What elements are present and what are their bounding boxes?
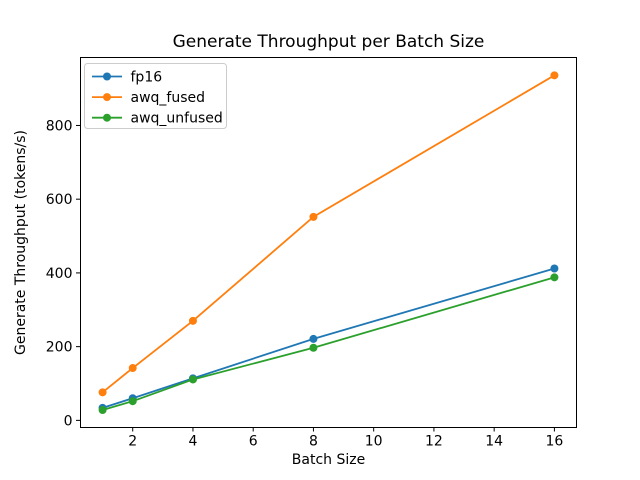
y-axis-label: Generate Throughput (tokens/s)	[13, 130, 29, 355]
y-tick-label: 200	[46, 340, 73, 356]
legend-box	[84, 63, 227, 129]
data-point-awq_fused	[188, 316, 197, 325]
data-point-awq_fused	[128, 364, 137, 373]
x-tick-label: 14	[485, 434, 503, 450]
x-tick-label: 16	[545, 434, 563, 450]
y-tick-label: 600	[46, 192, 73, 208]
data-point-awq_unfused	[128, 397, 137, 406]
legend-marker-awq_fused	[103, 93, 111, 102]
data-point-awq_fused	[550, 71, 559, 80]
x-tick-label: 6	[249, 434, 258, 450]
data-point-awq_fused	[98, 388, 107, 397]
data-point-awq_unfused	[188, 375, 197, 384]
y-tick-label: 400	[46, 266, 73, 282]
legend-label-awq_fused: awq_fused	[131, 90, 206, 106]
legend-label-awq_unfused: awq_unfused	[131, 111, 223, 127]
x-tick-label: 12	[425, 434, 443, 450]
x-tick-label: 8	[309, 434, 318, 450]
x-tick-label: 10	[365, 434, 383, 450]
axes-layer: 2 4 6 8 10 12 14 16 0 200 400 600 800	[46, 118, 564, 449]
chart-title: Generate Throughput per Batch Size	[173, 32, 485, 52]
data-point-awq_unfused	[309, 343, 318, 352]
legend-marker-fp16	[103, 72, 111, 81]
data-point-awq_unfused	[550, 273, 559, 282]
legend-marker-awq_unfused	[103, 113, 111, 122]
x-tick-label: 4	[188, 434, 197, 450]
x-tick-label: 2	[128, 434, 137, 450]
data-point-fp16	[309, 334, 318, 343]
y-tick-label: 800	[46, 118, 73, 134]
legend-layer: fp16 awq_fused awq_unfused	[84, 63, 227, 129]
x-axis-label: Batch Size	[292, 452, 365, 468]
series-layer	[98, 71, 559, 415]
data-point-awq_unfused	[98, 406, 107, 415]
y-tick-label: 0	[64, 413, 73, 429]
data-point-awq_fused	[309, 212, 318, 221]
legend-label-fp16: fp16	[131, 70, 163, 86]
data-point-fp16	[550, 264, 559, 273]
